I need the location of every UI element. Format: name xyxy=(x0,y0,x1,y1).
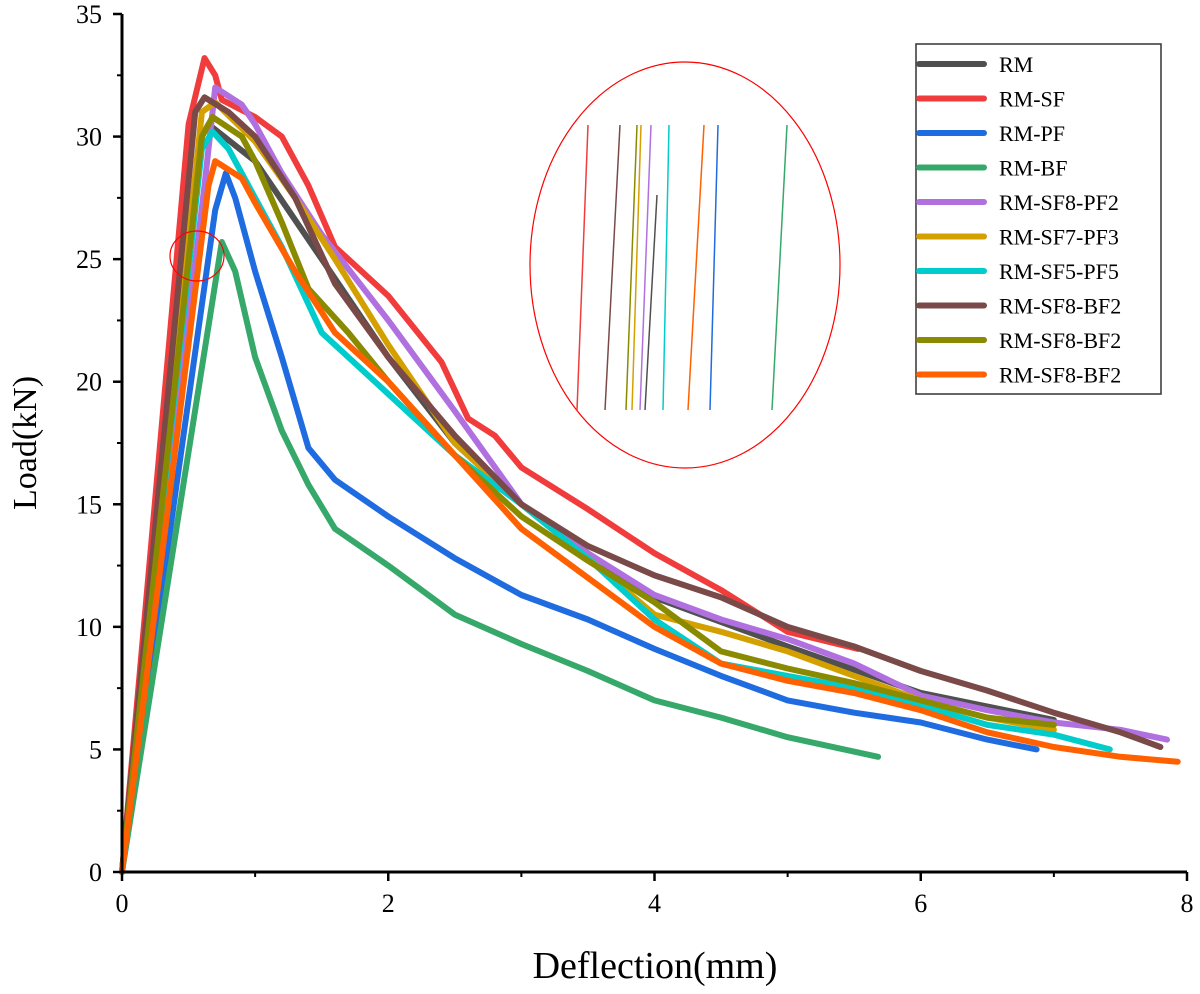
y-tick-label: 30 xyxy=(76,123,102,152)
legend-label-0: RM xyxy=(999,52,1033,77)
y-axis-label: Load(kN) xyxy=(7,376,44,510)
y-tick-label: 25 xyxy=(76,245,102,274)
series-line-0 xyxy=(119,121,1057,875)
x-axis-label: Deflection(mm) xyxy=(533,945,778,987)
legend-label-5: RM-SF7-PF3 xyxy=(999,225,1119,250)
inset-line-8 xyxy=(625,124,638,411)
y-tick-label: 0 xyxy=(89,858,102,887)
magnifier-large-ellipse xyxy=(529,61,841,469)
series-layer xyxy=(119,55,1181,875)
legend-label-7: RM-SF8-BF2 xyxy=(999,294,1121,319)
inset-line-6 xyxy=(662,124,670,411)
legend-label-9: RM-SF8-BF2 xyxy=(999,363,1121,388)
series-line-1 xyxy=(119,55,862,875)
legend: RM RM-SF RM-PF RM-BF RM-SF8-PF2 RM-SF7-PF3 RM-… xyxy=(915,43,1162,395)
series-line-7 xyxy=(119,94,1164,875)
inset-line-7 xyxy=(604,124,621,411)
y-tick-label: 10 xyxy=(76,613,102,642)
series-line-8 xyxy=(119,114,1057,875)
legend-label-2: RM-PF xyxy=(999,121,1065,146)
x-tick-label: 6 xyxy=(914,889,927,918)
x-tick-label: 0 xyxy=(116,889,129,918)
inset-line-1 xyxy=(576,124,589,411)
legend-label-1: RM-SF xyxy=(999,87,1065,112)
axes: 0 2 4 6 8 0 5 10 15 20 25 30 35 xyxy=(76,0,1194,918)
x-tick-label: 2 xyxy=(382,889,395,918)
legend-label-8: RM-SF8-BF2 xyxy=(999,328,1121,353)
inset-line-2 xyxy=(709,124,719,411)
y-tick-label: 15 xyxy=(76,490,102,519)
series-line-2 xyxy=(119,170,1040,875)
inset-line-3 xyxy=(771,124,788,411)
series-line-9 xyxy=(119,158,1181,875)
x-tick-label: 8 xyxy=(1181,889,1194,918)
inset-line-0 xyxy=(644,194,658,411)
legend-box xyxy=(915,43,1162,395)
inset-line-4 xyxy=(639,124,652,411)
y-tick-label: 20 xyxy=(76,368,102,397)
y-tick-label: 35 xyxy=(76,0,102,29)
legend-label-3: RM-BF xyxy=(999,156,1067,181)
series-line-3 xyxy=(119,239,882,875)
x-tick-label: 4 xyxy=(648,889,661,918)
y-tick-label: 5 xyxy=(89,735,102,764)
inset-line-5 xyxy=(631,124,642,411)
magnifier-small-ellipse xyxy=(169,230,225,282)
inset-line-9 xyxy=(687,124,705,411)
legend-label-6: RM-SF5-PF5 xyxy=(999,259,1119,284)
magnified-inset xyxy=(169,61,841,469)
legend-label-4: RM-SF8-PF2 xyxy=(999,190,1119,215)
